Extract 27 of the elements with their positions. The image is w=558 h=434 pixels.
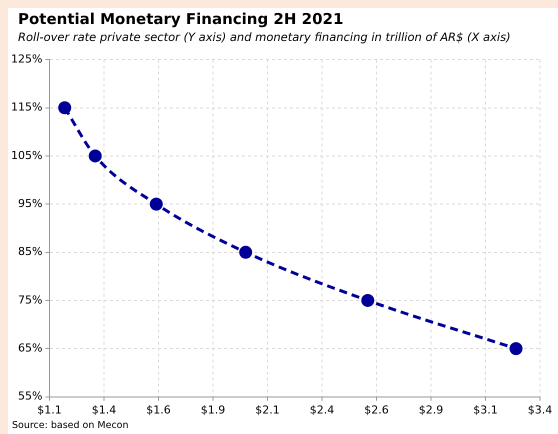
- x-tick-label: $3.4: [528, 403, 552, 416]
- point: [150, 198, 163, 211]
- x-tick-label: $2.1: [255, 403, 280, 416]
- x-tick-label: $2.9: [418, 403, 444, 416]
- y-tick-label: 105%: [10, 148, 42, 162]
- point: [88, 149, 102, 162]
- source-note: Source: based on Mecon: [12, 420, 128, 431]
- point: [361, 294, 374, 307]
- point: [239, 246, 252, 259]
- x-tick-label: $1.4: [92, 403, 116, 416]
- y-tick-label: 75%: [18, 293, 42, 306]
- y-tick-label: 65%: [18, 341, 42, 354]
- x-tick-label: $1.9: [200, 403, 226, 416]
- x-tick-label: $1.6: [146, 403, 171, 416]
- chart-subtitle: Roll-over rate private sector (Y axis) and monetary financing in trillion of AR$ (X axis): [18, 30, 511, 44]
- y-tick-label: 125%: [10, 52, 42, 66]
- x-tick-label: $2.4: [310, 403, 334, 416]
- x-tick-label: $1.1: [37, 403, 62, 416]
- y-tick-label: 95%: [18, 196, 42, 210]
- point: [58, 101, 72, 114]
- y-tick-label: 55%: [18, 390, 42, 403]
- x-tick-label: $2.6: [364, 403, 389, 416]
- y-tick-label: 85%: [18, 245, 42, 258]
- x-tick-label: $3.1: [473, 403, 498, 416]
- point: [510, 342, 523, 356]
- chart-title: Potential Monetary Financing 2H 2021: [18, 10, 344, 28]
- y-tick-label: 115%: [10, 100, 42, 114]
